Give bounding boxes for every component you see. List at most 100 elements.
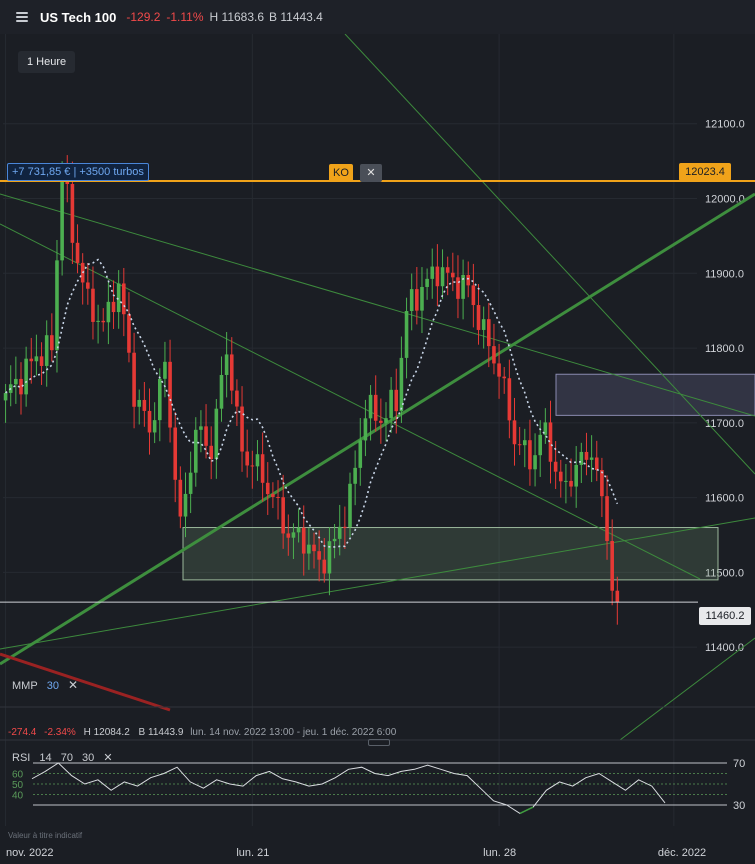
y-tick-label: 11600.0 — [705, 493, 744, 505]
candle-body — [75, 242, 80, 263]
candle-body — [209, 445, 213, 460]
ko-price-label: 12023.4 — [679, 163, 731, 181]
candle-body — [327, 541, 332, 574]
close-icon[interactable]: ✕ — [103, 752, 113, 764]
candle-body — [358, 440, 363, 468]
candle-body — [240, 406, 244, 452]
candle-body — [487, 319, 491, 347]
candle-body — [127, 314, 131, 353]
candle-body — [235, 390, 239, 407]
moving-average-line — [5, 258, 619, 548]
candle-body — [481, 319, 486, 330]
candle-body — [271, 494, 275, 497]
pane-resize-handle[interactable] — [368, 739, 390, 746]
candle-body — [594, 457, 599, 470]
candle-body — [502, 376, 507, 379]
candle-body — [399, 357, 404, 412]
rsi-period[interactable]: 14 — [39, 752, 52, 764]
candle-body — [163, 361, 167, 379]
candle-body — [219, 374, 224, 409]
candle-body — [456, 277, 460, 299]
candle-body — [301, 527, 306, 554]
position-pnl-badge[interactable]: +7 731,85 € | +3500 turbos — [7, 163, 149, 181]
candle-body — [147, 410, 152, 433]
candle-body — [245, 451, 249, 466]
candle-body — [157, 378, 162, 421]
candle-body — [3, 392, 8, 401]
x-tick-label: déc. 2022 — [658, 847, 706, 859]
price-chart[interactable]: 12100.0 12000.0 11900.0 11800.0 11700.0 11600… — [0, 34, 755, 864]
candle-body — [260, 454, 265, 483]
candle-body — [466, 274, 471, 286]
candle-body — [39, 356, 44, 366]
candle-body — [368, 394, 373, 419]
candle-body — [425, 278, 429, 287]
candle-body — [14, 378, 18, 385]
ko-badge[interactable]: KO — [329, 164, 353, 182]
candle-body — [34, 356, 39, 362]
rsi-oversold-segment — [519, 806, 534, 815]
timeframe-selector[interactable]: 1 Heure — [18, 51, 76, 73]
rsi-lower[interactable]: 30 — [82, 752, 95, 764]
y-tick-label: 11900.0 — [705, 268, 744, 280]
candle-body — [96, 320, 100, 322]
close-icon[interactable]: ✕ — [68, 678, 79, 692]
indicator-period[interactable]: 30 — [46, 680, 59, 692]
candle-body — [348, 483, 352, 527]
candle-body — [553, 461, 558, 472]
menu-icon[interactable] — [16, 12, 28, 22]
candle-body — [250, 465, 255, 467]
x-tick-label: lun. 28 — [483, 847, 516, 859]
candle-body — [168, 361, 172, 428]
resistance-zone — [555, 373, 755, 416]
candle-body — [512, 420, 517, 445]
close-icon[interactable]: ✕ — [360, 164, 382, 182]
candle-body — [307, 544, 311, 554]
candle-body — [132, 352, 136, 407]
candle-body — [353, 467, 357, 484]
candle-body — [44, 335, 49, 366]
period-range: lun. 14 nov. 2022 13:00 - jeu. 1 déc. 20… — [190, 727, 397, 738]
candle-body — [415, 289, 419, 311]
candle-body — [312, 544, 316, 552]
candle-body — [533, 455, 537, 470]
candle-body — [199, 426, 203, 430]
candle-body — [152, 420, 157, 433]
candle-body — [517, 444, 522, 446]
rsi-upper[interactable]: 70 — [60, 752, 73, 764]
trendline — [0, 192, 755, 666]
y-tick-label: 12100.0 — [705, 119, 745, 131]
candle-body — [24, 358, 28, 395]
candle-body — [440, 267, 445, 287]
candle-body — [543, 422, 548, 435]
candle-body — [60, 172, 64, 261]
instrument-header: US Tech 100 -129.2 -1.11% H 11683.6 B 11… — [0, 0, 755, 34]
candle-body — [507, 378, 512, 421]
candle-body — [173, 427, 178, 480]
candle-body — [615, 590, 620, 603]
candle-body — [379, 420, 383, 423]
trendline — [344, 34, 755, 475]
candle-body — [343, 526, 347, 528]
candle-body — [394, 389, 399, 412]
candle-body — [322, 559, 327, 574]
candle-body — [29, 358, 34, 362]
disclaimer-text: Valeur à titre indicatif — [8, 831, 83, 840]
candle-body — [137, 399, 142, 407]
candle-body — [265, 482, 270, 495]
change-value: -129.2 — [126, 10, 161, 24]
candle-body — [538, 434, 543, 456]
candle-body — [522, 440, 527, 446]
candle-body — [86, 282, 90, 289]
candle-body — [70, 184, 75, 243]
candle-body — [317, 551, 321, 560]
indicator-name[interactable]: MMP — [12, 680, 38, 692]
candle-body — [430, 266, 435, 279]
y-tick-label: 12000.0 — [705, 194, 745, 206]
rsi-name[interactable]: RSI — [12, 752, 31, 764]
candle-body — [101, 320, 106, 323]
moving-average-legend: MMP 30 ✕ — [12, 678, 78, 692]
candle-body — [116, 283, 121, 313]
candle-body — [204, 426, 208, 446]
instrument-name[interactable]: US Tech 100 — [40, 9, 117, 25]
